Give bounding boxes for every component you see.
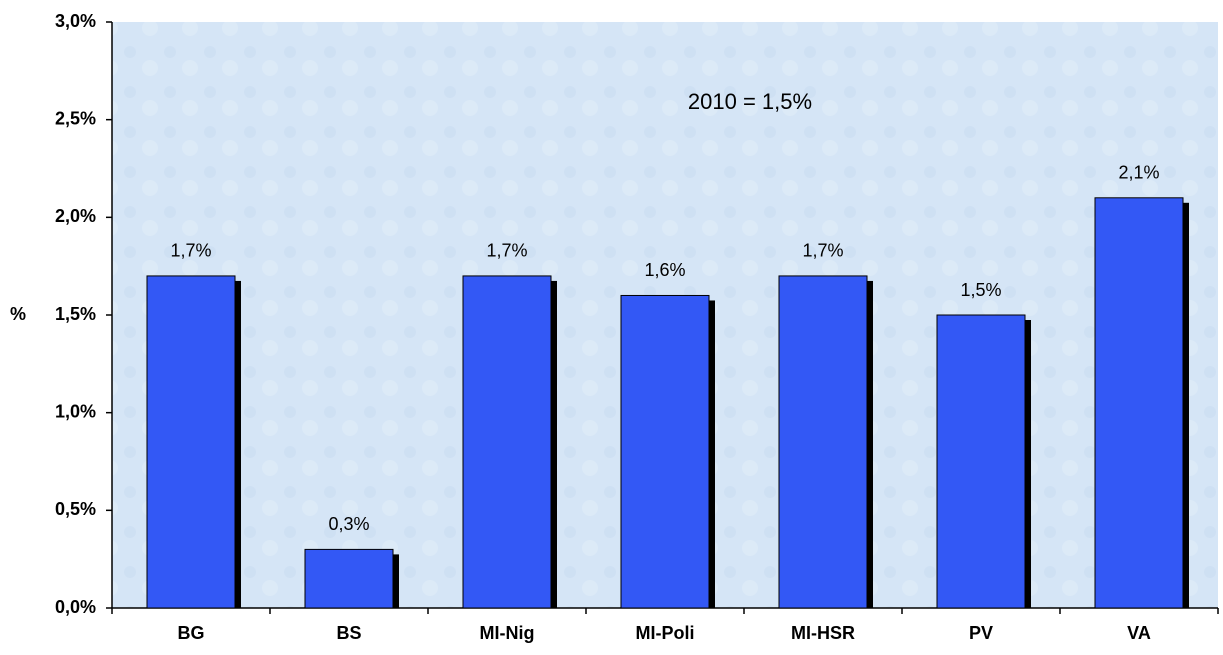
bar xyxy=(304,548,394,609)
value-label: 1,7% xyxy=(170,241,211,261)
bar xyxy=(146,275,236,609)
y-tick-label: 0,5% xyxy=(55,499,96,519)
value-label: 1,7% xyxy=(486,241,527,261)
y-tick-label: 0,0% xyxy=(55,597,96,617)
x-tick-label: BG xyxy=(178,623,205,643)
x-tick-label: PV xyxy=(969,623,993,643)
x-tick-label: VA xyxy=(1127,623,1151,643)
y-tick-label: 2,5% xyxy=(55,108,96,128)
value-label: 2,1% xyxy=(1118,163,1159,183)
annotation: 2010 = 1,5% xyxy=(688,89,812,114)
x-tick-label: MI-HSR xyxy=(791,623,855,643)
x-tick-label: MI-Poli xyxy=(636,623,695,643)
value-label: 1,5% xyxy=(960,280,1001,300)
bar xyxy=(462,275,552,609)
y-tick-label: 1,5% xyxy=(55,304,96,324)
y-tick-label: 3,0% xyxy=(55,11,96,31)
y-axis-label: % xyxy=(10,304,26,324)
value-label: 0,3% xyxy=(328,514,369,534)
x-tick-label: BS xyxy=(336,623,361,643)
value-label: 1,6% xyxy=(644,260,685,280)
y-tick-label: 2,0% xyxy=(55,206,96,226)
x-tick-label: MI-Nig xyxy=(480,623,535,643)
bar xyxy=(1094,197,1184,609)
value-label: 1,7% xyxy=(802,241,843,261)
bar xyxy=(778,275,868,609)
y-tick-label: 1,0% xyxy=(55,401,96,421)
bar xyxy=(620,294,710,609)
bar xyxy=(936,314,1026,609)
